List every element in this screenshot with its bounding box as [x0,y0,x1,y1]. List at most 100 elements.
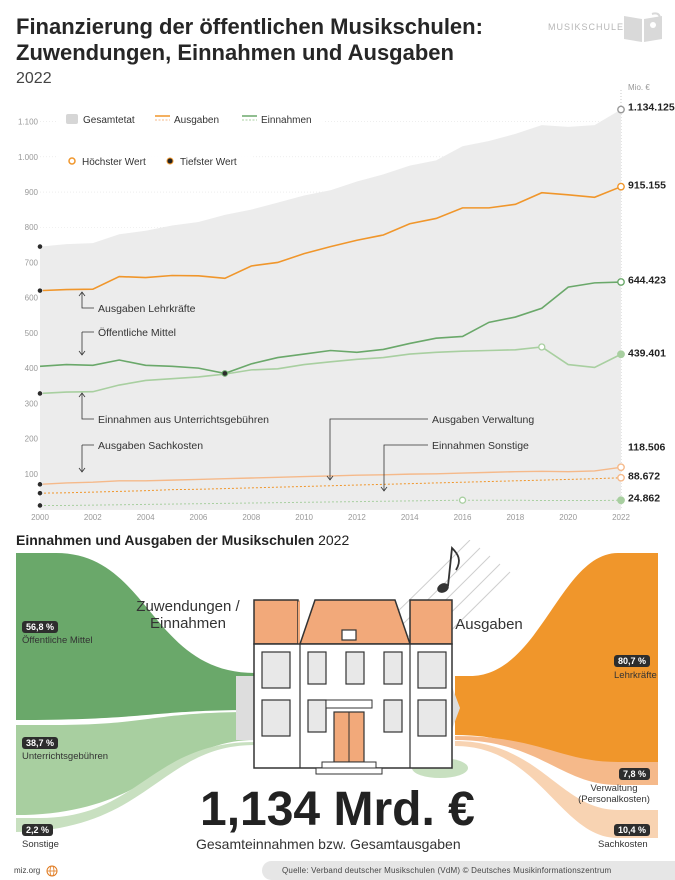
income-label-gebuehren: Unterrichtsgebühren [22,751,109,762]
annotation-verwaltung: Ausgaben Verwaltung [432,414,534,426]
end-point-marker [617,463,625,472]
flow-left-heading: Zuwendungen / Einnahmen [136,598,240,632]
book-icon [624,12,662,42]
legend-main: Gesamtetat Ausgaben Einnahmen [56,107,324,131]
annotation-sachkosten: Ausgaben Sachkosten [98,440,203,452]
y-tick-label: 500 [25,329,39,338]
flow-diagram [16,540,658,838]
legend-gesamtetat: Gesamtetat [83,115,135,126]
y-tick-label: 100 [25,470,39,479]
annotation-sonstige: Einnahmen Sonstige [432,440,529,452]
y-tick-label: 600 [25,294,39,303]
annotation-oeffentlich: Öffentliche Mittel [98,327,176,339]
series-einnahmen-sonstige [40,499,622,506]
y-tick-label: 900 [25,188,39,197]
end-point-marker [617,105,625,114]
end-value-label: 118.506 [628,442,666,454]
start-point-marker [37,287,43,294]
x-tick-label: 2004 [137,513,155,522]
y-tick-label: 1.000 [18,153,39,162]
end-point-marker [617,496,625,505]
total-value: 1,134 Mrd. € [200,783,475,836]
x-tick-label: 2014 [401,513,419,522]
flow-title-year: 2022 [318,532,350,548]
flow-lehrkraefte [455,553,658,775]
x-tick-label: 2006 [190,513,208,522]
start-point-marker [37,481,43,488]
end-value-label: 644.423 [628,275,666,287]
flow-title: Einnahmen und Ausgaben der Musikschulen … [16,532,349,548]
unit-label: Mio. € [628,83,650,92]
annotation-arrowhead [326,475,334,481]
x-tick-label: 2000 [31,513,49,522]
annotation-leader [81,393,94,420]
x-tick-label: 2020 [559,513,577,522]
series-ausgaben-sachkosten [39,466,622,486]
series-ausgaben-verwaltung [39,477,622,494]
x-tick-label: 2002 [84,513,102,522]
total-subtitle: Gesamteinnahmen bzw. Gesamtausgaben [196,836,461,852]
x-tick-label: 2008 [242,513,260,522]
start-point-marker [37,490,43,497]
end-value-label: 88.672 [628,471,660,483]
lowest-point-marker [221,370,229,377]
legend-markers: Höchster Wert Tiefster Wert [56,149,254,173]
flow-title-bold: Einnahmen und Ausgaben der Musikschulen [16,532,315,548]
start-point-marker [37,502,43,509]
page-title: Finanzierung der öffentlichen Musikschul… [16,14,483,65]
expense-pct-verwaltung: 7,8 % [619,768,651,780]
flow-sonstige [16,742,255,832]
series-unterrichtsgebuehren [39,346,622,395]
footer-site-label: miz.org [14,866,41,876]
expense-pct-lehrkraefte: 80,7 % [614,655,651,667]
annotation-arrowhead [380,486,388,492]
flow-sachkosten [455,741,658,838]
footer-site[interactable]: miz.org [14,865,58,877]
income-pct-gebuehren: 38,7 % [22,737,59,749]
expense-label-lehrkraefte: Lehrkräfte [614,670,657,681]
legend-ausgaben: Ausgaben [174,115,219,126]
y-tick-label: 200 [25,435,39,444]
legend-lowest-marker [166,157,174,165]
series-ausgaben-lehrkraefte [39,185,622,292]
annotation-leader [383,444,428,491]
flow-right-heading: Ausgaben [455,616,523,633]
line-chart: 100 200 300 400 500 600 700 800 900 1.000 1.100 20… [18,83,675,522]
footer-source: Quelle: Verband deutscher Musikschulen (… [262,861,675,880]
end-value-label: 24.862 [628,493,660,505]
annotation-arrowhead [78,392,86,398]
end-point-marker [617,350,625,359]
end-value-label: 915.155 [628,180,666,192]
start-point-marker [37,243,43,250]
flow-verwaltung [455,736,658,785]
school-house-icon [253,599,468,778]
annotation-leader [81,331,94,355]
income-label-oeffentlich: Öffentliche Mittel [22,635,93,646]
x-tick-label: 2018 [506,513,524,522]
end-point-marker [617,473,625,482]
globe-icon [46,865,58,877]
annotation-arrowhead [78,291,86,297]
expense-label-verwaltung: Verwaltung (Personalkosten) [578,783,650,805]
y-tick-label: 300 [25,399,39,408]
flow-oeffentliche-mittel [16,553,255,720]
annotation-leader [329,418,428,480]
gesamtetat-area [40,109,621,510]
annotation-leader [81,292,94,309]
legend-lowest: Tiefster Wert [180,157,237,168]
annotation-lehrkraefte: Ausgaben Lehrkräfte [98,303,196,315]
end-point-marker [617,278,625,286]
income-pct-oeffentlich: 56,8 % [22,621,59,633]
y-tick-label: 700 [25,258,39,267]
brand-label: MUSIKSCHULEN [548,22,632,32]
y-tick-label: 400 [25,364,39,373]
page-year: 2022 [16,70,52,87]
x-tick-label: 2012 [348,513,366,522]
expense-label-sachkosten: Sachkosten [598,839,648,850]
annotation-leader [81,444,94,472]
highest-point-marker [458,496,467,504]
x-tick-label: 2010 [295,513,313,522]
end-value-label: 1.134.125 [628,102,675,114]
legend-einnahmen: Einnahmen [261,115,312,126]
y-tick-label: 800 [25,223,39,232]
